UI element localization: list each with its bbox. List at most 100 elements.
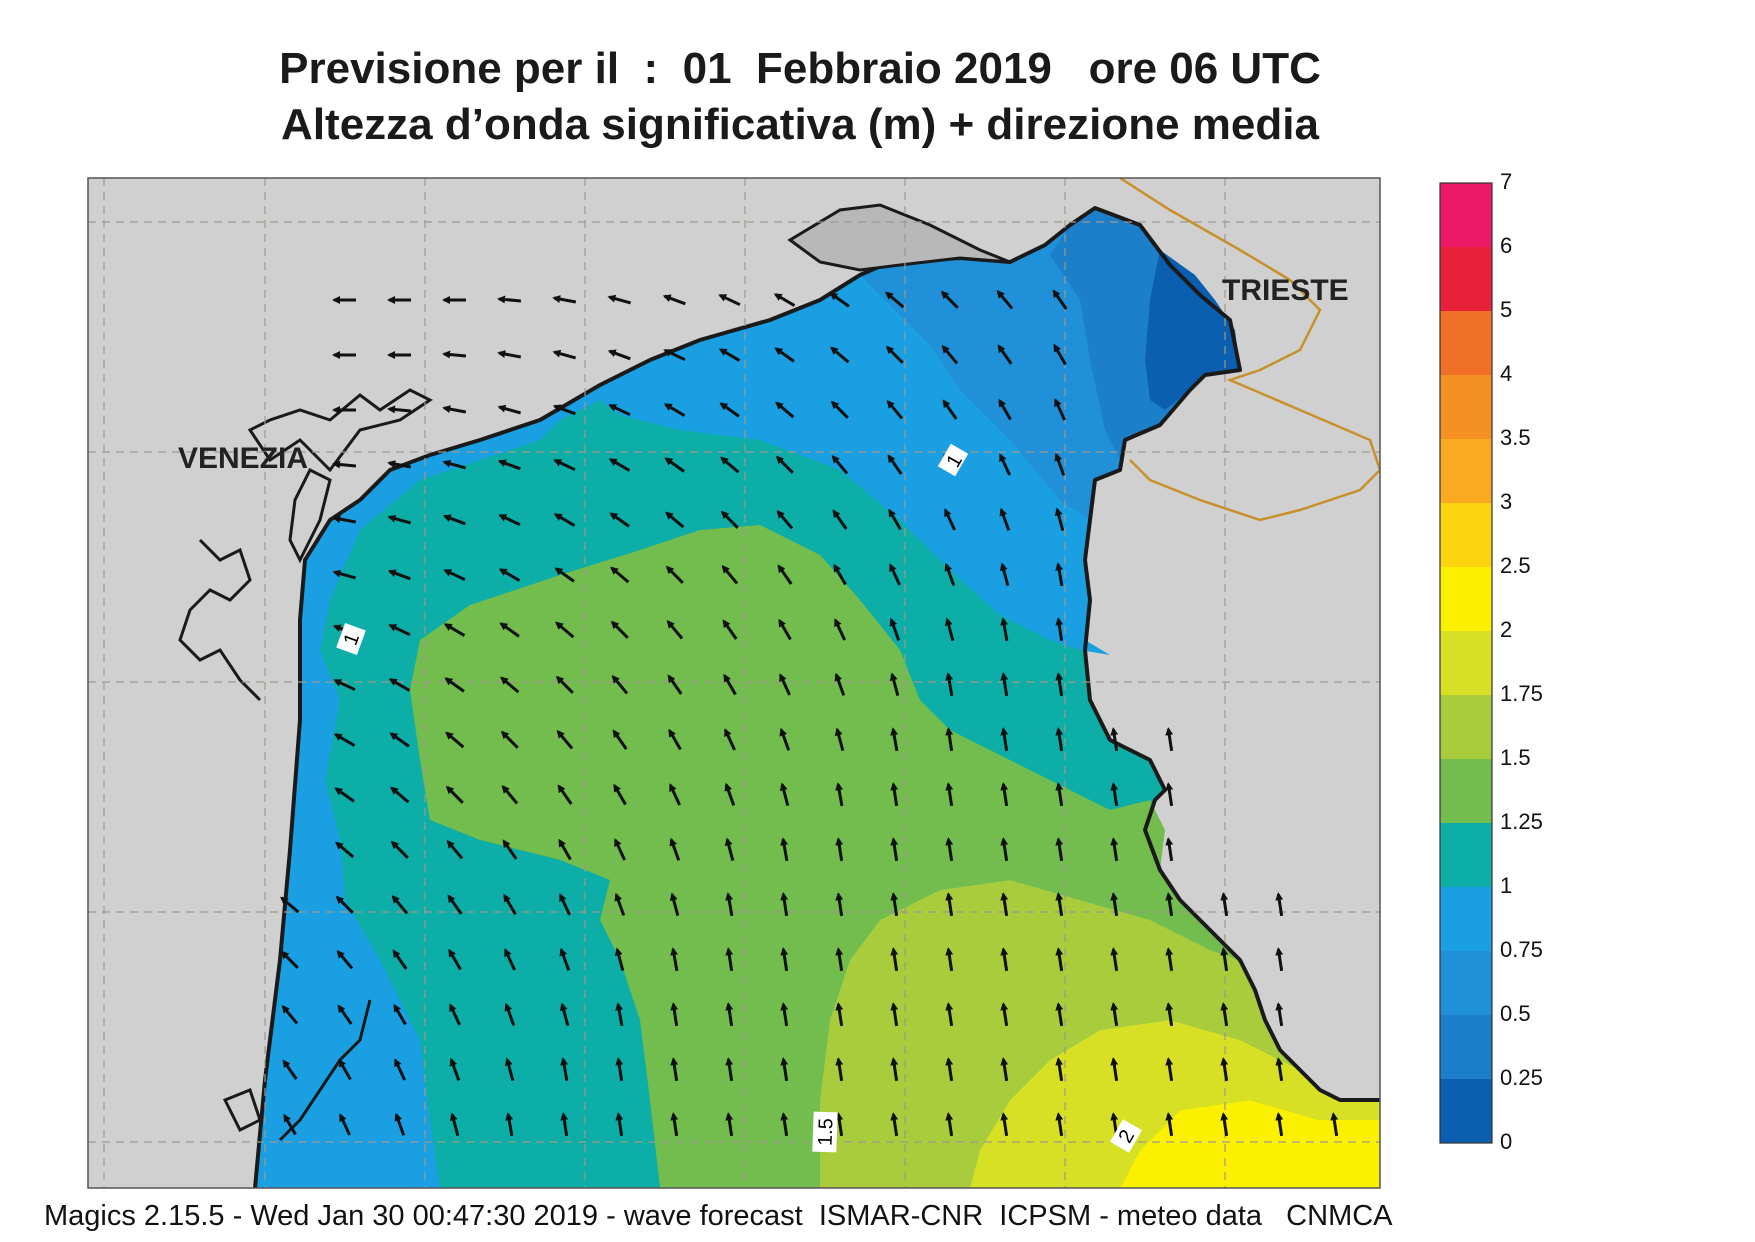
- contour-label-15: 1.5: [812, 1111, 838, 1153]
- variable-title: Altezza d’onda significativa (m) + direz…: [281, 100, 1319, 149]
- direction-arrow: [497, 459, 521, 471]
- legend-swatch: [1440, 247, 1492, 311]
- direction-arrow: [1165, 727, 1174, 752]
- direction-arrow: [390, 786, 410, 804]
- direction-arrow: [890, 1057, 899, 1082]
- direction-arrow: [500, 730, 519, 749]
- direction-arrow: [337, 1004, 353, 1025]
- direction-arrow: [887, 454, 903, 475]
- direction-arrow: [612, 729, 628, 750]
- direction-arrow: [942, 399, 958, 420]
- legend-swatch: [1440, 631, 1492, 695]
- direction-arrow: [834, 618, 846, 641]
- direction-arrow: [777, 564, 793, 585]
- direction-arrow: [335, 841, 355, 859]
- direction-arrow: [723, 673, 737, 696]
- direction-arrow: [1165, 1057, 1174, 1082]
- direction-arrow: [890, 1002, 899, 1027]
- direction-arrow: [780, 892, 789, 917]
- direction-arrow: [1054, 507, 1065, 532]
- direction-arrow: [387, 405, 412, 414]
- direction-arrow: [889, 563, 901, 586]
- direction-arrow: [338, 1058, 352, 1081]
- direction-arrow: [1055, 672, 1064, 697]
- direction-arrow: [1000, 672, 1009, 697]
- direction-arrow: [446, 840, 464, 860]
- direction-arrow: [835, 1057, 844, 1082]
- direction-arrow: [442, 459, 467, 470]
- direction-arrow: [722, 619, 738, 640]
- direction-arrow: [999, 507, 1011, 531]
- direction-arrow: [721, 565, 739, 585]
- direction-arrow: [1275, 1057, 1284, 1082]
- direction-arrow: [945, 782, 954, 807]
- direction-arrow: [834, 727, 845, 752]
- direction-arrow: [1054, 398, 1066, 421]
- direction-arrow: [559, 947, 571, 971]
- direction-arrow: [890, 1112, 899, 1137]
- direction-arrow: [665, 565, 684, 584]
- direction-arrow: [1275, 892, 1284, 917]
- direction-arrow: [447, 894, 463, 915]
- direction-arrow: [614, 947, 625, 972]
- legend-label: 2.5: [1500, 553, 1531, 578]
- direction-arrow: [779, 782, 790, 807]
- direction-arrow: [1220, 1112, 1229, 1137]
- direction-arrow: [720, 456, 740, 474]
- direction-arrow: [1055, 1112, 1064, 1137]
- direction-arrow: [830, 400, 849, 419]
- legend-swatch: [1440, 567, 1492, 631]
- direction-arrow: [724, 728, 736, 751]
- direction-arrow: [555, 621, 575, 639]
- legend-label: 2: [1500, 617, 1513, 642]
- direction-arrow: [778, 618, 792, 641]
- direction-arrow: [614, 838, 626, 861]
- direction-arrow: [1000, 727, 1009, 752]
- direction-arrow: [1110, 947, 1119, 972]
- direction-arrow: [444, 677, 465, 693]
- direction-arrow: [1000, 782, 1009, 807]
- direction-arrow: [725, 947, 734, 972]
- legend-swatch: [1440, 695, 1492, 759]
- direction-arrow: [558, 838, 572, 861]
- direction-arrow: [1000, 947, 1009, 972]
- direction-arrow: [611, 675, 629, 695]
- forecast-date-title: Previsione per il : 01 Febbraio 2019 ore…: [279, 44, 1321, 93]
- direction-arrow: [719, 402, 740, 418]
- legend-label: 4: [1500, 361, 1513, 386]
- legend-label: 7: [1500, 169, 1513, 194]
- direction-arrow: [945, 892, 954, 917]
- direction-arrow: [835, 947, 844, 972]
- direction-arrow: [944, 562, 956, 586]
- direction-arrow: [334, 787, 355, 803]
- direction-arrow: [280, 896, 300, 914]
- legend-label: 1.75: [1500, 681, 1543, 706]
- direction-arrow: [445, 731, 465, 749]
- direction-arrow: [552, 349, 577, 360]
- direction-arrow: [725, 1057, 734, 1082]
- direction-arrow: [835, 1002, 844, 1027]
- direction-arrow: [780, 1112, 789, 1137]
- place-label-trieste: TRIESTE: [1222, 274, 1349, 307]
- direction-arrow: [944, 508, 956, 531]
- direction-arrow: [497, 350, 522, 359]
- direction-arrow: [333, 678, 356, 692]
- direction-arrow: [394, 1112, 406, 1136]
- direction-arrow: [775, 455, 794, 474]
- direction-arrow: [718, 293, 741, 307]
- direction-arrow: [387, 569, 411, 581]
- direction-arrow: [997, 344, 1013, 365]
- direction-arrow: [945, 1057, 954, 1082]
- direction-arrow: [391, 895, 409, 915]
- direction-arrow: [552, 295, 577, 304]
- legend-swatch: [1440, 183, 1492, 247]
- legend-swatch: [1440, 503, 1492, 567]
- direction-arrow: [1053, 343, 1067, 366]
- direction-arrow: [835, 1112, 844, 1137]
- direction-arrow: [945, 947, 954, 972]
- direction-arrow: [662, 294, 686, 306]
- direction-arrow: [1000, 892, 1009, 917]
- direction-arrow: [1055, 617, 1064, 642]
- direction-arrow: [556, 730, 574, 750]
